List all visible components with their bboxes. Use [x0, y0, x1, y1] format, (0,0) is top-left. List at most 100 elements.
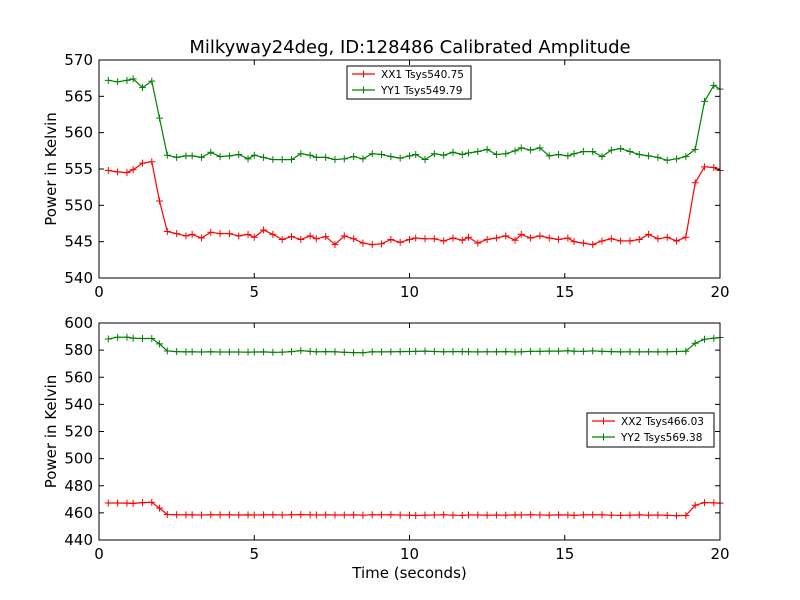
data-point — [269, 511, 277, 519]
data-point — [536, 347, 544, 355]
data-point — [511, 147, 519, 155]
data-point — [570, 150, 578, 158]
data-point — [607, 146, 615, 154]
data-point — [216, 153, 224, 161]
data-point — [682, 153, 690, 161]
data-point — [312, 153, 320, 161]
data-point — [440, 237, 448, 245]
legend-marker — [600, 433, 607, 441]
data-point — [635, 348, 643, 356]
data-point — [244, 511, 252, 519]
data-point — [269, 230, 277, 238]
x-tick-label: 15 — [555, 545, 574, 563]
data-point — [340, 232, 348, 240]
data-point — [502, 232, 510, 240]
data-point — [474, 511, 482, 519]
data-point — [163, 151, 171, 159]
data-point — [545, 234, 553, 242]
data-point — [517, 144, 525, 152]
data-point — [138, 159, 146, 167]
top-panel: 0 5 10 15 20 540 545 550 555 560 565 570 Power in Ke… — [42, 51, 730, 301]
data-point — [322, 153, 330, 161]
data-point — [123, 76, 131, 84]
y-tick-label: 460 — [64, 504, 93, 522]
data-point — [645, 511, 653, 519]
data-point — [322, 233, 330, 241]
data-point — [710, 81, 718, 89]
data-point — [250, 151, 258, 159]
data-point — [138, 334, 146, 342]
data-point — [570, 238, 578, 246]
data-point — [545, 511, 553, 519]
data-point — [598, 237, 606, 245]
data-point — [207, 511, 215, 519]
data-point — [527, 511, 535, 519]
data-point — [396, 154, 404, 162]
data-point — [555, 511, 563, 519]
data-point — [464, 348, 472, 356]
data-point — [406, 347, 413, 355]
data-point — [645, 230, 653, 238]
data-point — [527, 347, 535, 355]
y-tick-label: 570 — [64, 51, 93, 69]
data-point — [378, 150, 386, 158]
data-point — [663, 511, 671, 519]
data-point — [173, 153, 181, 161]
y-tick-label: 580 — [64, 341, 93, 359]
y-axis-label: Power in Kelvin — [42, 375, 60, 489]
legend-label: YY1 Tsys549.79 — [380, 85, 462, 97]
data-point — [645, 348, 653, 356]
data-point — [511, 511, 519, 519]
data-point — [710, 164, 718, 172]
data-point — [474, 148, 482, 156]
x-tick-label: 15 — [555, 283, 574, 301]
data-point — [579, 148, 587, 156]
data-point — [216, 230, 224, 238]
data-point — [589, 148, 597, 156]
data-point — [260, 348, 268, 356]
data-point — [406, 235, 413, 243]
data-point — [288, 348, 296, 356]
data-point — [123, 169, 131, 177]
y-tick-label: 540 — [64, 395, 93, 413]
data-point — [545, 347, 553, 355]
data-point — [654, 235, 662, 243]
y-tick-label: 560 — [64, 368, 93, 386]
data-point — [156, 504, 164, 512]
data-point — [182, 511, 190, 519]
data-point — [368, 150, 376, 158]
data-point — [555, 347, 563, 355]
data-point — [589, 347, 597, 355]
data-point — [440, 151, 448, 159]
data-point — [173, 230, 181, 238]
data-point — [225, 152, 233, 160]
data-point — [458, 150, 466, 158]
data-point — [607, 511, 615, 519]
data-point — [312, 511, 320, 519]
x-tick-label: 5 — [249, 283, 259, 301]
data-point — [312, 348, 320, 356]
data-point — [378, 348, 386, 356]
data-point — [517, 511, 525, 519]
data-point — [511, 236, 519, 244]
data-point — [156, 114, 164, 122]
data-point — [663, 233, 671, 241]
data-point — [527, 234, 535, 242]
data-point — [306, 232, 314, 240]
legend-marker — [600, 417, 607, 425]
data-point — [449, 148, 457, 156]
data-point — [182, 348, 190, 356]
data-point — [396, 348, 404, 356]
data-point — [138, 84, 146, 92]
data-point — [663, 156, 671, 164]
data-point — [654, 348, 662, 356]
data-point — [378, 240, 386, 248]
data-point — [406, 511, 413, 519]
data-point — [350, 349, 358, 357]
data-point — [123, 333, 131, 341]
legend: XX2 Tsys466.03 YY2 Tsys569.38 — [586, 412, 715, 448]
data-point — [545, 152, 553, 160]
data-point — [250, 348, 258, 356]
data-point — [412, 347, 420, 355]
data-point — [464, 233, 472, 241]
